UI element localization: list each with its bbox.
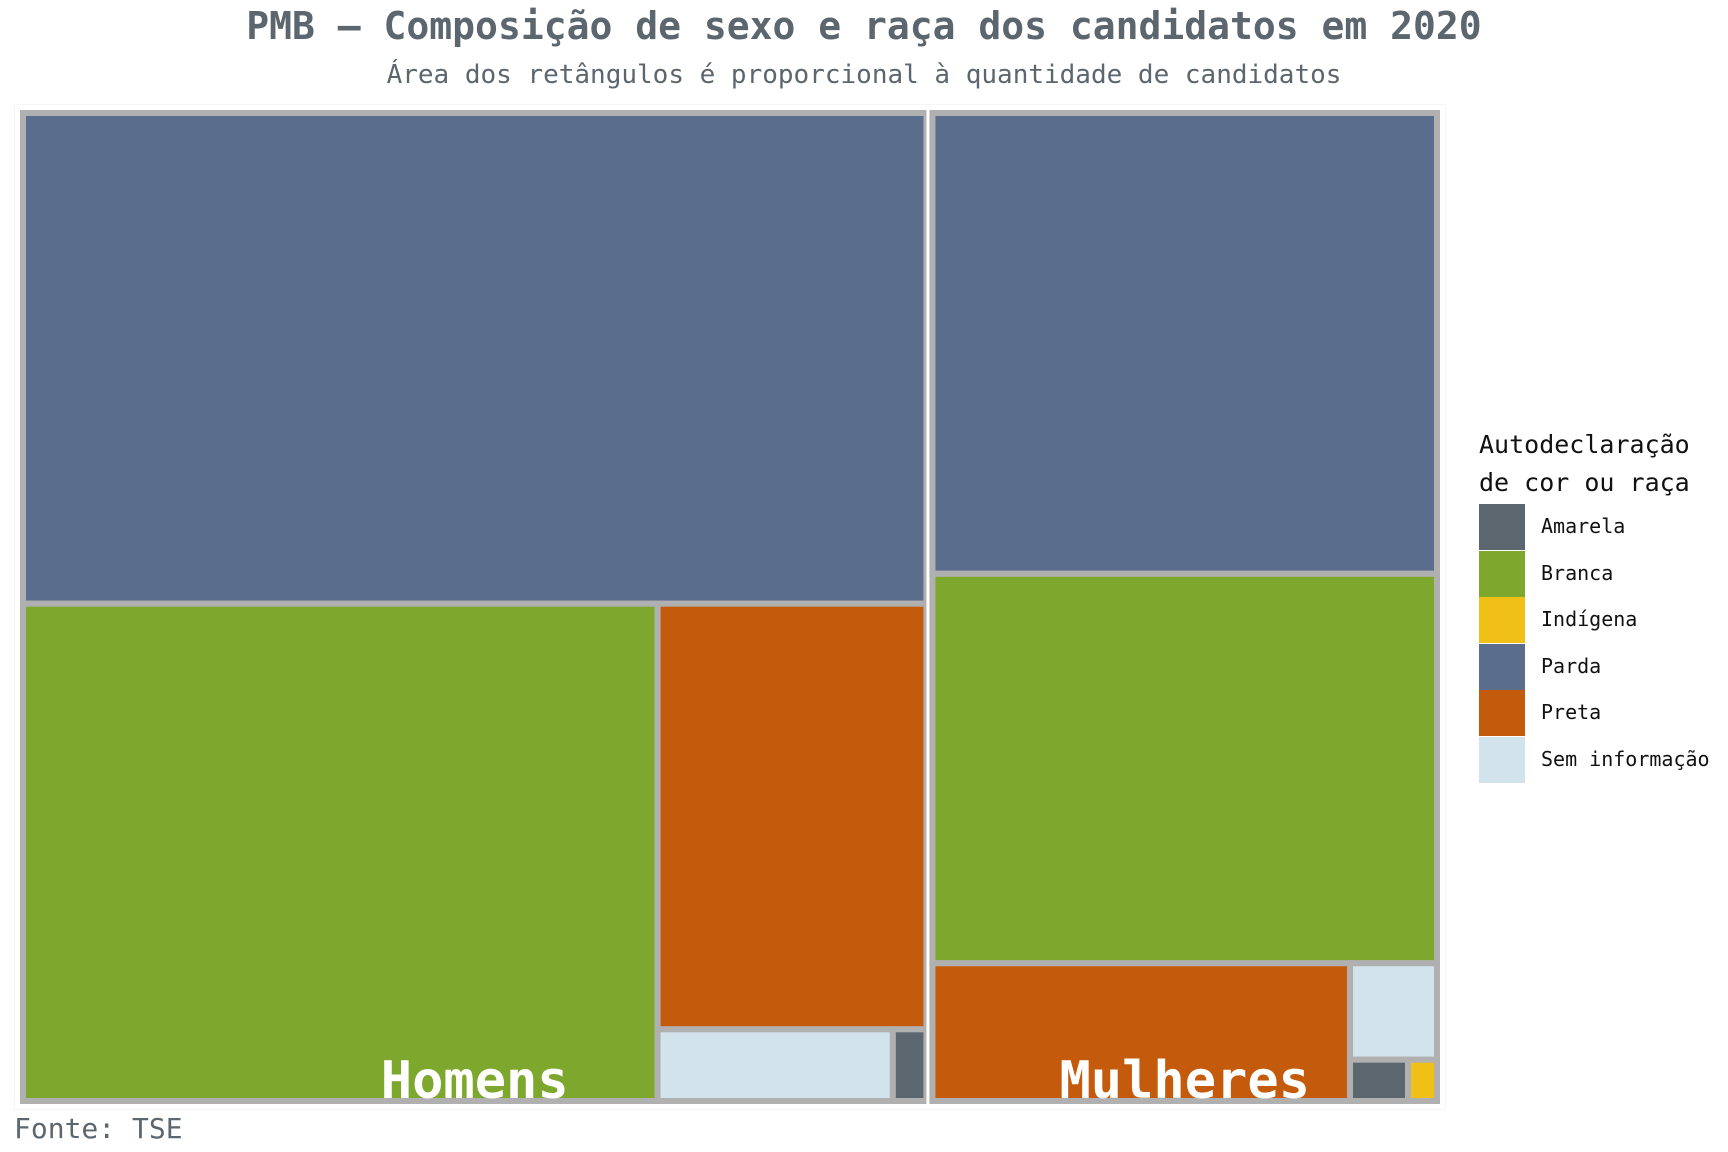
legend-label: Sem informação: [1541, 746, 1710, 771]
tile-mulheres-preta[interactable]: [929, 960, 1354, 1104]
source-note: Fonte: TSE: [14, 1112, 183, 1145]
treemap-plot: Homens Mulheres: [14, 104, 1446, 1110]
tile-homens-preta[interactable]: [654, 600, 930, 1033]
legend-swatch: [1479, 736, 1525, 783]
tile-homens-branca[interactable]: [20, 600, 661, 1104]
legend-label: Amarela: [1541, 514, 1626, 538]
legend-item-indigena[interactable]: Indígena: [1479, 597, 1719, 643]
legend-swatch: [1479, 643, 1525, 690]
legend-swatch: [1479, 597, 1525, 643]
tile-homens-parda[interactable]: [20, 110, 930, 607]
legend-item-amarela[interactable]: Amarela: [1479, 504, 1719, 550]
legend-item-branca[interactable]: Branca: [1479, 550, 1719, 597]
tile-mulheres-amarela[interactable]: [1347, 1056, 1412, 1104]
group-label-homens: Homens: [381, 1051, 569, 1110]
legend-swatch: [1479, 550, 1525, 597]
tile-mulheres-branca[interactable]: [929, 570, 1441, 967]
tile-mulheres-parda[interactable]: [929, 110, 1441, 577]
legend-label: Parda: [1541, 653, 1602, 678]
chart-title: PMB – Composição de sexo e raça dos cand…: [246, 4, 1482, 48]
group-label-mulheres: Mulheres: [1059, 1051, 1309, 1110]
legend-item-preta[interactable]: Preta: [1479, 690, 1719, 736]
legend-label: Preta: [1541, 700, 1602, 724]
chart-subtitle: Área dos retângulos é proporcional à qua…: [386, 60, 1342, 90]
tile-homens-sem-informacao[interactable]: [654, 1026, 896, 1105]
legend-label: Branca: [1541, 560, 1614, 585]
legend-item-parda[interactable]: Parda: [1479, 643, 1719, 690]
tile-homens-amarela[interactable]: [889, 1026, 930, 1105]
legend-item-sem-informacao[interactable]: Sem informação: [1479, 736, 1719, 783]
legend-title: Autodeclaração de cor ou raça: [1479, 430, 1690, 497]
legend-label: Indígena: [1541, 607, 1638, 631]
tile-mulheres-sem-informacao[interactable]: [1347, 960, 1441, 1063]
legend-swatch: [1479, 504, 1525, 550]
tile-mulheres-indigena[interactable]: [1405, 1056, 1441, 1104]
legend-swatch: [1479, 690, 1525, 736]
